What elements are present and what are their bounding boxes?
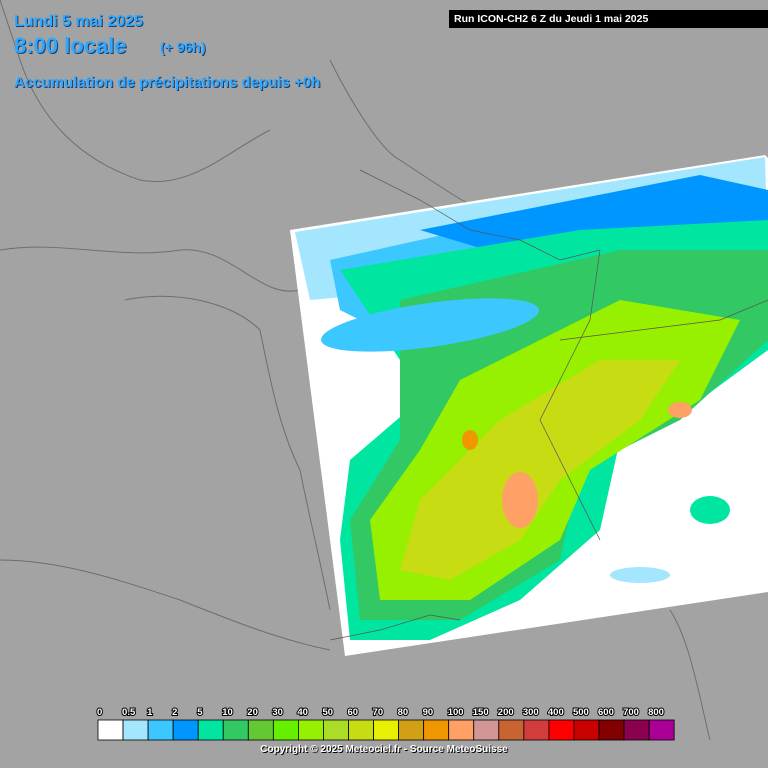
run-info: Run ICON-CH2 6 Z du Jeudi 1 mai 2025 [449,10,768,28]
legend-swatch [272,719,299,741]
legend-swatch [97,719,124,741]
border [559,299,768,341]
forecast-offset: (+ 96h) [160,39,206,55]
legend-label: 300 [523,707,539,718]
legend-swatch [147,719,174,741]
footer: Copyright © 2025 Meteociel.fr - Source M… [260,744,508,755]
precip-area [668,402,692,418]
precipitation [295,157,768,640]
legend-label: 200 [498,707,514,718]
coast [669,609,711,741]
legend-label: 40 [297,707,308,718]
legend-swatch [323,719,349,741]
precip-area [610,567,670,583]
legend-label: 600 [598,707,614,718]
legend-swatch [398,719,425,741]
coast [0,559,331,651]
precip-area [400,360,680,580]
legend-label: 80 [398,707,409,718]
coast [0,246,301,292]
legend-label: 0 [97,707,102,718]
legend-swatch [523,719,550,741]
legend-swatch [498,719,525,741]
legend-swatch [197,719,224,741]
legend-swatch [122,719,149,741]
border [329,614,461,641]
legend-swatch [297,719,324,741]
legend-label: 100 [448,707,464,718]
precip-area [690,496,730,524]
legend-swatch [448,719,475,741]
legend-label: 150 [473,707,489,718]
legend-swatch [348,719,374,741]
precip-area [502,472,538,528]
legend-label: 2 [172,707,177,718]
border [359,169,601,261]
legend-label: 700 [623,707,639,718]
legend-swatch [648,719,675,741]
legend-swatch [473,719,500,741]
legend-label: 70 [373,707,384,718]
legend-label: 5 [197,707,203,718]
subtitle: Accumulation de précipitations depuis +0… [14,74,321,91]
legend-swatch [222,719,249,741]
precip-area [321,298,539,352]
legend-label: 60 [348,707,359,718]
legend-swatch [423,719,450,741]
legend-swatch [598,719,625,741]
legend-label: 800 [648,707,664,718]
date: Lundi 5 mai 2025 [14,13,143,30]
time: 8:00 locale [14,33,127,58]
legend-swatch [247,719,274,741]
legend-swatch [573,719,600,741]
legend: 0 0.5 1 2 5 10 20 30 40 50 60 70 80 90 100 150 200 300 400… [96,706,675,741]
legend-swatch [172,719,199,741]
legend-swatch [623,719,650,741]
legend-label: 0.5 [122,707,136,718]
legend-label: 400 [548,707,564,718]
border [539,249,601,541]
coast [0,0,271,182]
legend-swatch [548,719,575,741]
legend-label: 90 [423,707,434,718]
legend-label: 1 [147,707,153,718]
legend-label: 30 [272,707,283,718]
legend-label: 10 [222,707,233,718]
coast [124,295,331,611]
legend-swatch [373,719,399,741]
borders [329,169,768,641]
coast [329,59,481,211]
legend-label: 20 [247,707,258,718]
legend-label: 500 [573,707,589,718]
legend-label: 50 [322,707,333,718]
precip-area [462,430,478,450]
